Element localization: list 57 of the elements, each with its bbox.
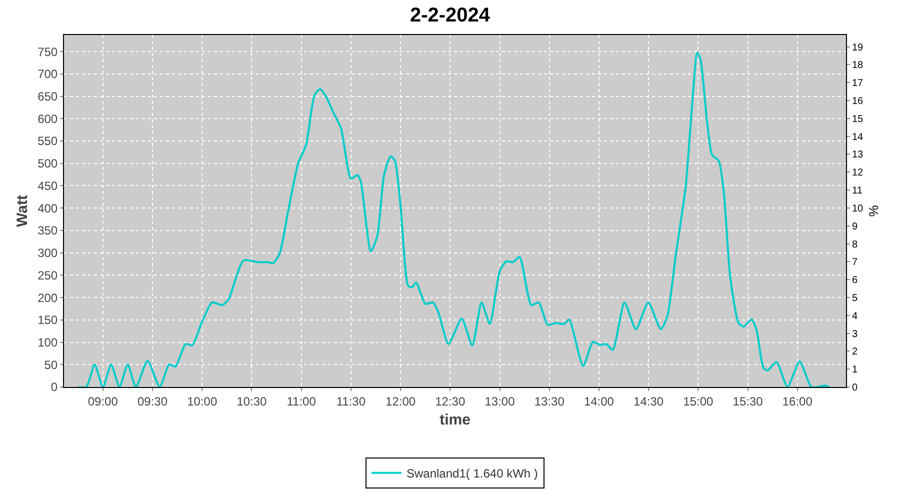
y2-tick-label: 9 (852, 221, 858, 232)
y2-tick-label: 0 (852, 382, 858, 394)
y-tick-label: 400 (38, 201, 58, 216)
y-tick-label: 550 (38, 134, 58, 148)
y2-tick-label: 5 (852, 292, 858, 304)
y-tick-label: 0 (50, 380, 58, 394)
x-tick-label: 13:00 (484, 394, 516, 408)
x-tick-label: 14:00 (584, 394, 614, 408)
x-tick-label: 15:30 (732, 394, 764, 408)
y-tick-label: 500 (38, 156, 58, 171)
y-tick-label: 300 (38, 246, 58, 260)
y-tick-label: 750 (38, 44, 58, 59)
y-tick-label: 450 (38, 178, 58, 193)
y2-tick-label: 6 (852, 275, 858, 286)
y-tick-label: 650 (38, 89, 58, 104)
x-tick-label: 14:30 (634, 394, 664, 408)
x-tick-label: 09:30 (137, 394, 168, 408)
y2-tick-label: 17 (852, 78, 864, 90)
x-tick-label: 11:00 (286, 394, 316, 408)
y2-tick-label: 11 (852, 186, 863, 197)
y2-tick-label: 15 (852, 114, 864, 125)
y2-tick-label: 14 (852, 132, 864, 143)
y2-tick-label: 7 (852, 257, 858, 268)
y2-tick-label: 18 (852, 60, 864, 72)
y-tick-label: 250 (38, 268, 58, 282)
y-tick-label: 700 (38, 67, 58, 82)
y-tick-label: 350 (38, 224, 58, 238)
y-tick-label: 200 (38, 290, 58, 305)
legend-label: Swanland1( 1.640 kWh ) (406, 466, 538, 481)
x-tick-label: 09:00 (88, 394, 118, 408)
x-tick-label: 12:00 (386, 394, 416, 408)
y-tick-label: 150 (38, 313, 58, 328)
x-tick-label: 12:30 (435, 394, 466, 408)
y2-tick-label: 13 (852, 150, 864, 161)
y-tick-label: 600 (38, 112, 58, 126)
x-tick-label: 16:00 (782, 394, 813, 408)
y2-tick-label: 12 (852, 168, 864, 179)
line-series (77, 52, 830, 387)
x-tick-label: 15:00 (683, 394, 714, 408)
x-tick-label: 13:30 (534, 394, 565, 408)
y2-tick-label: 16 (852, 96, 864, 108)
y2-tick-label: 4 (852, 310, 858, 322)
y-tick-label: 50 (44, 358, 58, 372)
x-axis-title: time (440, 411, 470, 428)
x-tick-label: 10:30 (236, 394, 268, 408)
y2-tick-label: 1 (852, 364, 858, 376)
y-axis-title: Watt (14, 195, 31, 227)
x-tick-label: 11:30 (336, 394, 366, 408)
y2-axis-title: % (866, 204, 882, 217)
y2-tick-label: 3 (852, 328, 858, 340)
y2-tick-label: 2 (852, 346, 858, 358)
chart-title: 2-2-2024 (410, 4, 491, 26)
y-tick-label: 100 (38, 335, 58, 350)
y2-tick-label: 19 (852, 42, 864, 54)
y2-tick-label: 10 (852, 203, 864, 214)
x-tick-label: 10:00 (187, 394, 218, 408)
y2-tick-label: 8 (852, 239, 858, 250)
